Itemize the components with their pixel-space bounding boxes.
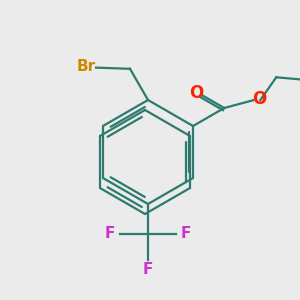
Text: F: F [181,226,191,242]
Text: O: O [252,90,266,108]
Text: F: F [105,226,115,242]
Text: O: O [190,84,204,102]
Text: F: F [143,262,153,278]
Text: Br: Br [76,59,96,74]
